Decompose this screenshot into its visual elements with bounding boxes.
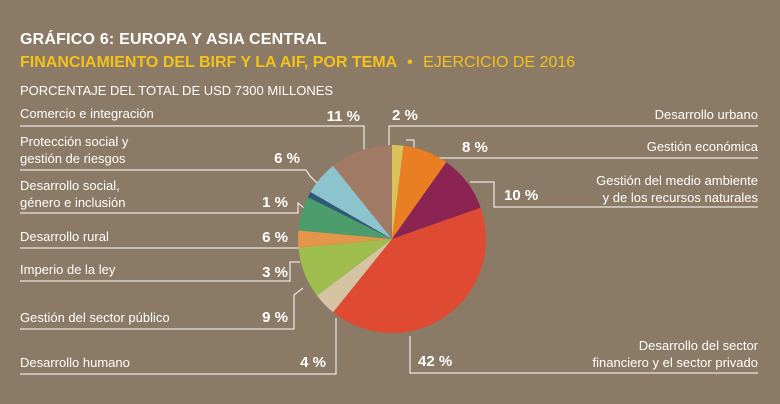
pie-slice-desarrollo-rural [298,197,392,239]
slice-value-desarrollo-humano: 4 % [300,354,326,371]
slice-label-proteccion-social-y-gestion-de-riesgos: Protección social y gestión de riesgos [20,134,129,166]
leader-line-gestion-del-sector-publico [20,287,304,330]
subtitle-bullet: • [407,54,413,71]
pie-slice-proteccion-social-y-gestion-de-riesgos [310,165,392,239]
pie-slice-desarrollo-social-genero-e-inclusion [307,192,392,239]
leader-line-desarrollo-urbano [388,125,758,150]
leader-line-gestion-del-medio-ambiente-y-de-los-recursos-naturales [470,181,758,208]
pie-slice-gestion-del-medio-ambiente-y-de-los-recursos-naturales [392,162,481,239]
slice-value-desarrollo-social-genero-e-inclusion: 1 % [262,194,288,211]
subtitle-main: FINANCIAMIENTO DEL BIRF Y LA AIF, POR TE… [20,54,398,71]
chart-title: GRÁFICO 6: EUROPA Y ASIA CENTRAL [20,29,327,48]
pie-slice-desarrollo-urbano [392,145,404,239]
pie-slice-desarrollo-humano [316,239,392,313]
slice-label-imperio-de-la-ley: Imperio de la ley [20,262,116,277]
pie-slice-desarrollo-del-sector-financiero-y-el-sector-privado [333,207,487,333]
pie-slices [297,145,487,333]
slice-value-imperio-de-la-ley: 3 % [262,264,288,281]
slice-label-comercio-e-integracion: Comercio e integración [20,106,154,121]
slice-value-comercio-e-integracion: 11 % [327,108,360,125]
slice-value-proteccion-social-y-gestion-de-riesgos: 6 % [274,150,300,167]
slice-label-desarrollo-rural: Desarrollo rural [20,229,109,244]
leader-line-desarrollo-humano [20,318,337,375]
pie-slice-gestion-del-sector-publico [298,239,392,296]
slice-labels: Desarrollo urbano 2 % Gestión económica 8 %… [20,106,759,371]
pie-slice-imperio-de-la-ley [297,230,392,248]
leader-line-imperio-de-la-ley [20,261,300,282]
chart-subtitle: FINANCIAMIENTO DEL BIRF Y LA AIF, POR TE… [20,54,575,71]
leader-line-desarrollo-social-genero-e-inclusion [20,201,305,214]
slice-label-gestion-del-sector-publico: Gestión del sector público [20,310,170,325]
slice-label-gestion-del-medio-ambiente-y-de-los-recursos-naturales: Gestión del medio ambiente y de los recur… [596,173,758,205]
leader-line-proteccion-social-y-gestion-de-riesgos [20,169,319,185]
subtitle-period: EJERCICIO DE 2016 [423,54,575,71]
chart-units: PORCENTAJE DEL TOTAL DE USD 7300 MILLONE… [20,83,333,98]
pie-slice-gestion-economica [392,145,447,239]
leader-lines [20,125,758,375]
slice-label-desarrollo-del-sector-financiero-y-el-sector-privado: Desarrollo del sector financiero y el sec… [593,338,759,370]
slice-label-desarrollo-humano: Desarrollo humano [20,355,130,370]
leader-line-comercio-e-integracion [20,125,365,150]
slice-value-desarrollo-rural: 6 % [262,229,288,246]
slice-label-desarrollo-social-genero-e-inclusion: Desarrollo social, género e inclusión [20,178,126,210]
slice-value-gestion-del-sector-publico: 9 % [262,309,288,326]
slice-value-desarrollo-urbano: 2 % [392,107,418,124]
slice-value-gestion-del-medio-ambiente-y-de-los-recursos-naturales: 10 % [504,187,538,204]
slice-label-desarrollo-urbano: Desarrollo urbano [655,107,758,122]
pie-slice-comercio-e-integracion [333,145,392,239]
slice-value-desarrollo-del-sector-financiero-y-el-sector-privado: 42 % [418,353,452,370]
slice-label-gestion-economica: Gestión económica [647,139,759,154]
slice-value-gestion-economica: 8 % [462,139,488,156]
leader-line-desarrollo-del-sector-financiero-y-el-sector-privado [409,336,758,374]
